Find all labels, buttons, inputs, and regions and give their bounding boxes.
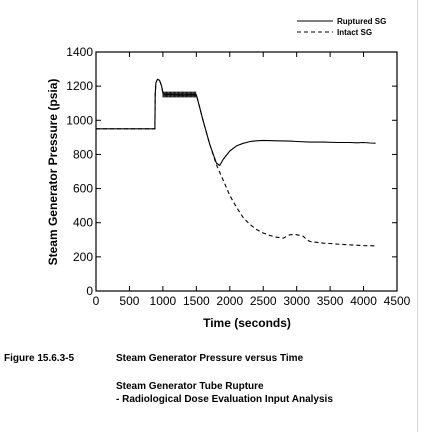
data-point-intact-sg: [159, 80, 160, 81]
data-point-intact-sg: [229, 195, 230, 196]
x-tick-label: 2500: [250, 294, 277, 308]
data-point-intact-sg: [157, 79, 158, 80]
y-tick-label: 1400: [66, 45, 93, 59]
x-tick-label: 4000: [350, 294, 377, 308]
data-point-intact-sg: [336, 244, 337, 245]
plot-frame: [95, 51, 398, 292]
data-point-ruptured-sg: [216, 163, 217, 164]
data-point-intact-sg: [323, 243, 324, 244]
plateau-oscillation: [162, 91, 197, 98]
legend-label-ruptured-sg: Ruptured SG: [337, 17, 386, 26]
data-point-intact-sg: [270, 235, 271, 236]
legend-label-intact-sg: Intact SG: [337, 28, 372, 37]
y-tick-label: 0: [86, 284, 93, 298]
data-point-ruptured-sg: [323, 142, 324, 143]
data-point-intact-sg: [296, 234, 297, 235]
data-point-intact-sg: [155, 94, 156, 95]
figure-number: Figure 15.6.3-5: [4, 353, 75, 364]
y-tick-label: 400: [73, 216, 93, 230]
series-intact-sg: [96, 78, 376, 247]
data-point-intact-sg: [243, 217, 244, 218]
data-point-ruptured-sg: [357, 142, 358, 143]
chart-axes: [95, 51, 398, 292]
x-tick-label: 3500: [317, 294, 344, 308]
figure-subtitle-line-2: - Radiological Dose Evaluation Input Ana…: [116, 394, 333, 405]
y-tick-label: 1000: [66, 113, 93, 127]
data-point-intact-sg: [310, 241, 311, 242]
x-tick-label: 1500: [183, 294, 210, 308]
chart-series-layer: [96, 78, 376, 247]
x-tick-label: 0: [93, 294, 100, 308]
data-point-ruptured-sg: [350, 142, 351, 143]
data-point-intact-sg: [216, 164, 217, 165]
y-tick-label: 200: [73, 250, 93, 264]
series-ruptured-sg: [96, 78, 376, 167]
data-point-ruptured-sg: [363, 142, 364, 143]
data-point-intact-sg: [203, 120, 204, 121]
x-tick-label: 2000: [216, 294, 243, 308]
data-point-ruptured-sg: [249, 141, 250, 142]
data-point-intact-sg: [350, 245, 351, 246]
data-point-intact-sg: [236, 207, 237, 208]
data-point-ruptured-sg: [375, 143, 376, 144]
data-point-intact-sg: [155, 128, 156, 129]
data-point-intact-sg: [223, 180, 224, 181]
y-tick-label: 800: [73, 147, 93, 161]
data-point-ruptured-sg: [276, 140, 277, 141]
data-point-ruptured-sg: [236, 146, 237, 147]
data-point-intact-sg: [306, 239, 307, 240]
chart-ticks: 0 500 1000 1500 2000 2500 3000 3500 4000 4500 0 200…: [66, 45, 410, 308]
data-point-ruptured-sg: [256, 140, 257, 141]
x-tick-label: 3000: [283, 294, 310, 308]
data-point-intact-sg: [276, 237, 277, 238]
data-point-intact-sg: [375, 245, 376, 246]
data-point-intact-sg: [161, 86, 162, 87]
data-point-intact-sg: [96, 128, 97, 129]
data-point-intact-sg: [316, 242, 317, 243]
x-tick-label: 500: [119, 294, 139, 308]
page-edge-line: [417, 0, 418, 432]
data-point-intact-sg: [256, 229, 257, 230]
figure-title: Steam Generator Pressure versus Time: [116, 353, 304, 364]
data-point-ruptured-sg: [219, 165, 220, 166]
y-axis-label: Steam Generator Pressure (psia): [46, 79, 60, 266]
data-point-ruptured-sg: [290, 141, 291, 142]
series-line-intact-sg: [96, 78, 376, 247]
data-point-intact-sg: [290, 234, 291, 235]
data-point-ruptured-sg: [336, 142, 337, 143]
data-point-intact-sg: [156, 82, 157, 83]
data-point-intact-sg: [283, 238, 284, 239]
data-point-intact-sg: [363, 245, 364, 246]
data-point-ruptured-sg: [229, 151, 230, 152]
y-tick-label: 1200: [66, 79, 93, 93]
data-point-ruptured-sg: [296, 141, 297, 142]
data-point-intact-sg: [263, 233, 264, 234]
data-point-ruptured-sg: [370, 143, 371, 144]
data-point-intact-sg: [330, 243, 331, 244]
x-axis-label: Time (seconds): [203, 316, 291, 330]
data-point-intact-sg: [209, 144, 210, 145]
data-point-ruptured-sg: [263, 140, 264, 141]
x-tick-label: 4500: [384, 294, 411, 308]
data-point-intact-sg: [303, 236, 304, 237]
figure-subtitle-line-1: Steam Generator Tube Rupture: [116, 381, 264, 392]
series-line-ruptured-sg: [96, 78, 376, 167]
data-point-ruptured-sg: [223, 159, 224, 160]
data-point-intact-sg: [197, 99, 198, 100]
x-tick-label: 1000: [150, 294, 177, 308]
chart-legend: Ruptured SG Intact SG: [297, 17, 386, 37]
data-point-ruptured-sg: [243, 143, 244, 144]
y-tick-label: 600: [73, 182, 93, 196]
data-point-ruptured-sg: [310, 142, 311, 143]
data-point-intact-sg: [249, 224, 250, 225]
